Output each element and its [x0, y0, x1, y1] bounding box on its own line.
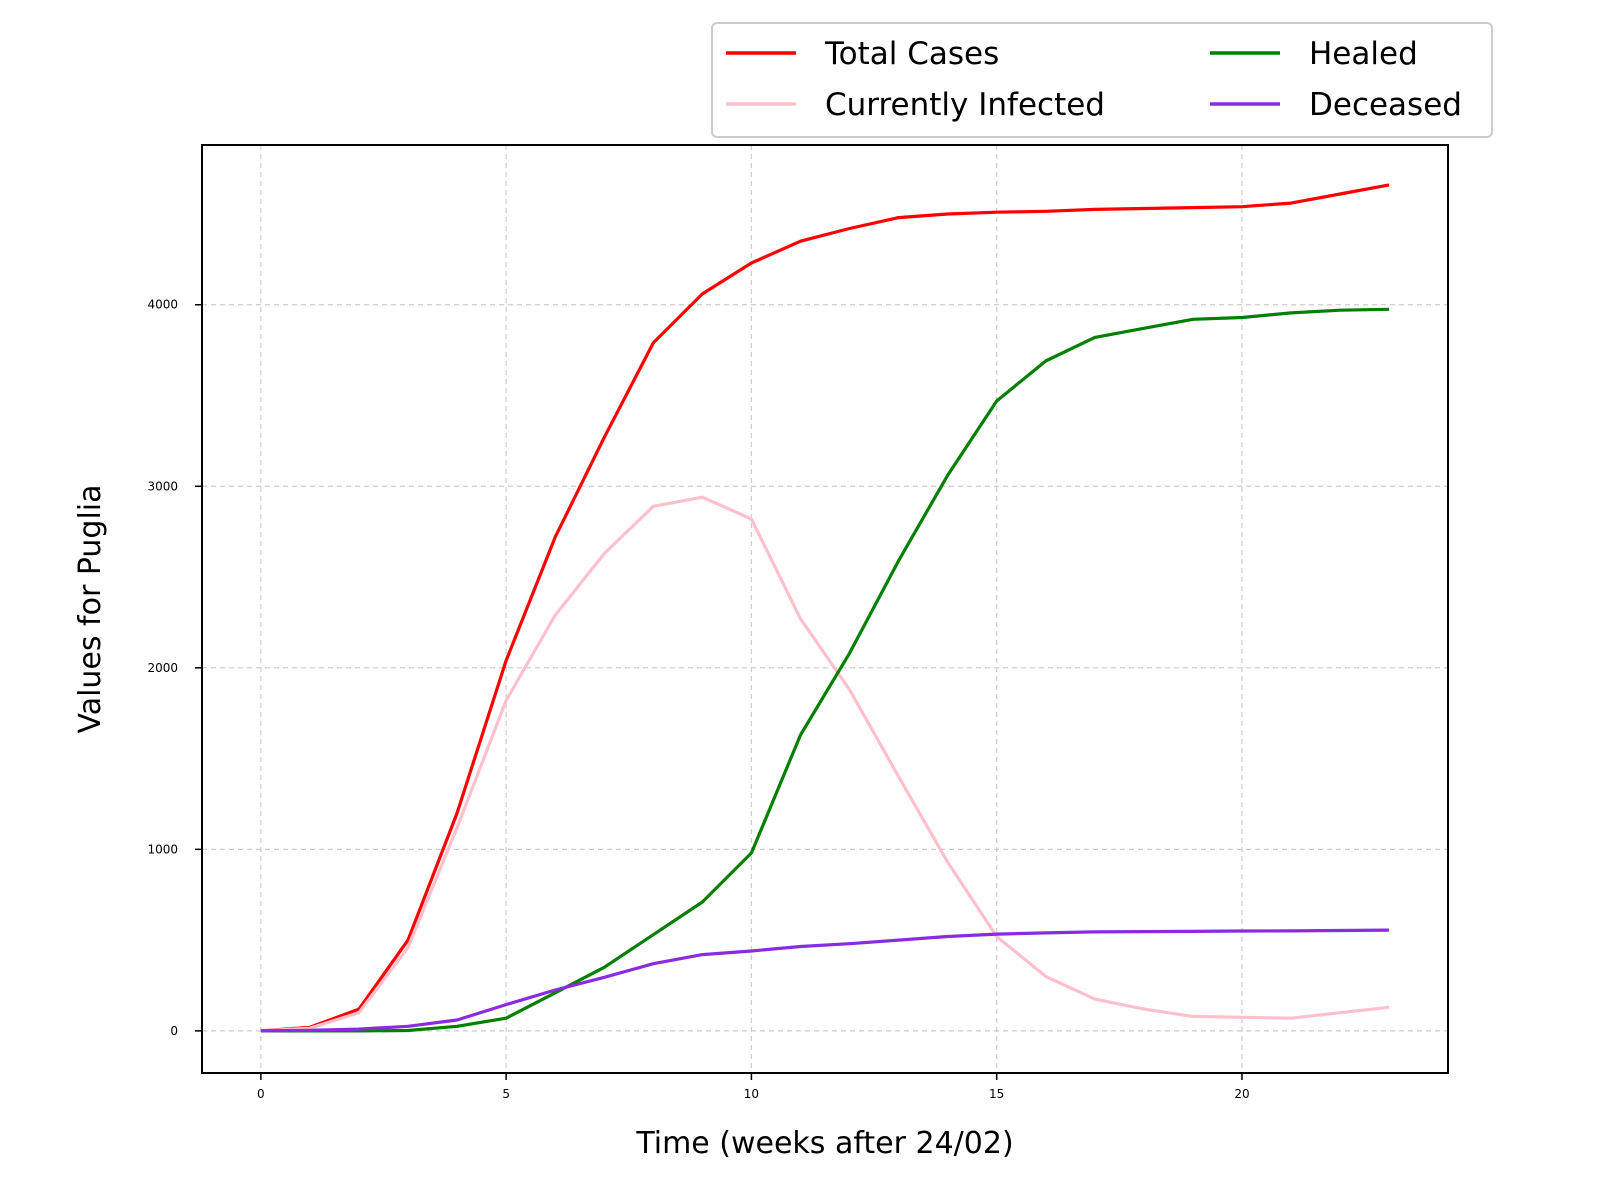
x-tick-label: 20	[1234, 1087, 1249, 1101]
x-axis-title: Time (weeks after 24/02)	[635, 1126, 1013, 1161]
y-tick-label: 2000	[147, 661, 178, 675]
x-tick-label: 5	[502, 1087, 510, 1101]
legend-box	[711, 22, 1493, 138]
y-tick-label: 1000	[147, 842, 178, 856]
x-tick-label: 10	[744, 1087, 759, 1101]
plot-area-frame	[201, 144, 1449, 1074]
legend-label: Deceased	[1309, 87, 1462, 123]
y-tick-label: 3000	[147, 479, 178, 493]
y-tick-label: 0	[170, 1024, 178, 1038]
series-line	[260, 928, 1390, 1033]
x-tick-label: 15	[989, 1087, 1004, 1101]
y-axis-title: Values for Puglia	[73, 484, 108, 733]
series-line	[260, 495, 1390, 1033]
series-line	[260, 183, 1390, 1033]
legend: Total Cases Currently Infected Healed Decea…	[711, 22, 1493, 138]
series-lines	[260, 183, 1390, 1033]
legend-label: Currently Infected	[825, 87, 1105, 123]
series-line	[260, 307, 1390, 1033]
axis-ticks: 0 5 10 15 20 0 1000 2000 3000 4000	[147, 298, 1249, 1101]
grid	[202, 145, 1448, 1073]
legend-label: Total Cases	[824, 36, 999, 72]
y-tick-label: 4000	[147, 298, 178, 312]
legend-label: Healed	[1309, 36, 1418, 72]
x-tick-label: 0	[257, 1087, 265, 1101]
